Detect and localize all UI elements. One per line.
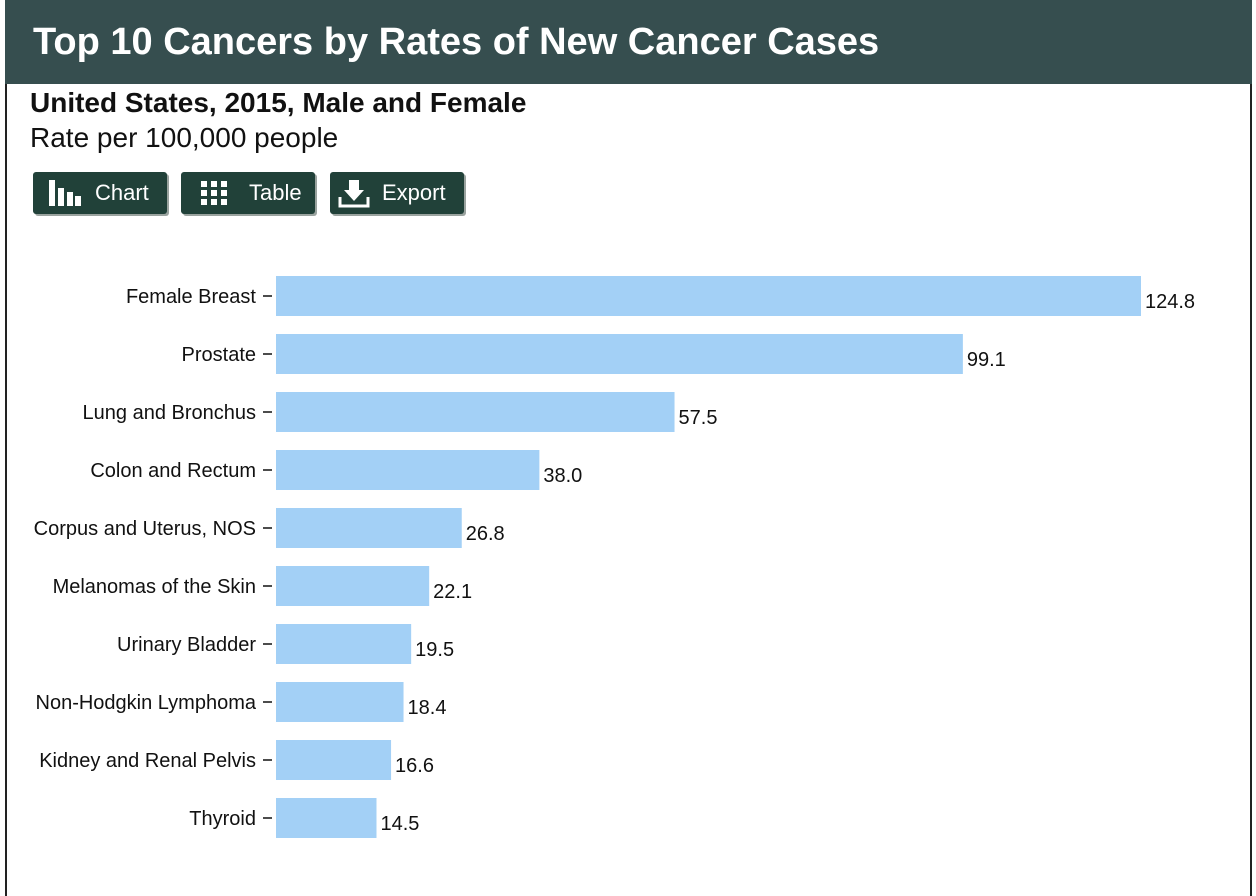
bar — [276, 682, 404, 722]
category-label: Thyroid — [189, 808, 256, 830]
chart-button[interactable]: Chart — [33, 172, 167, 214]
table-button[interactable]: Table — [181, 172, 315, 214]
bar-chart: Female Breast 124.8 Prostate 99.1 Lung and B… — [34, 276, 1195, 838]
category-label: Prostate — [182, 344, 256, 366]
bar — [276, 508, 462, 548]
category-label: Female Breast — [126, 286, 256, 308]
category-label: Corpus and Uterus, NOS — [34, 518, 256, 540]
category-label: Non-Hodgkin Lymphoma — [36, 692, 257, 714]
value-label: 26.8 — [466, 523, 505, 545]
bar — [276, 334, 963, 374]
bar — [276, 566, 430, 606]
value-label: 19.5 — [415, 639, 454, 661]
bar — [276, 450, 540, 490]
category-label: Urinary Bladder — [117, 634, 256, 656]
chart-subtitle: United States, 2015, Male and Female — [30, 87, 527, 118]
bar — [276, 740, 392, 780]
value-label: 16.6 — [395, 755, 434, 777]
units-label: Rate per 100,000 people — [30, 122, 339, 153]
download-icon — [338, 178, 370, 208]
category-label: Melanomas of the Skin — [53, 576, 256, 598]
header-bar: Top 10 Cancers by Rates of New Cancer Ca… — [5, 0, 1252, 84]
category-label: Colon and Rectum — [90, 460, 256, 482]
value-label: 57.5 — [679, 407, 718, 429]
table-button-label: Table — [249, 180, 302, 205]
value-label: 18.4 — [408, 697, 447, 719]
bar — [276, 798, 377, 838]
export-button-label: Export — [382, 180, 446, 205]
chart-panel — [5, 0, 1252, 896]
page-title: Top 10 Cancers by Rates of New Cancer Ca… — [33, 21, 880, 63]
category-label: Lung and Bronchus — [83, 402, 256, 424]
category-label: Kidney and Renal Pelvis — [39, 750, 256, 772]
export-button[interactable]: Export — [330, 172, 464, 214]
bar-chart-icon — [49, 180, 81, 206]
bar — [276, 276, 1141, 316]
bar — [276, 392, 675, 432]
value-label: 38.0 — [543, 465, 582, 487]
grid-icon — [201, 181, 227, 205]
bar — [276, 624, 412, 664]
chart-button-label: Chart — [95, 180, 149, 205]
value-label: 14.5 — [381, 813, 420, 835]
value-label: 99.1 — [967, 349, 1006, 371]
value-label: 22.1 — [433, 581, 472, 603]
value-label: 124.8 — [1145, 291, 1195, 313]
